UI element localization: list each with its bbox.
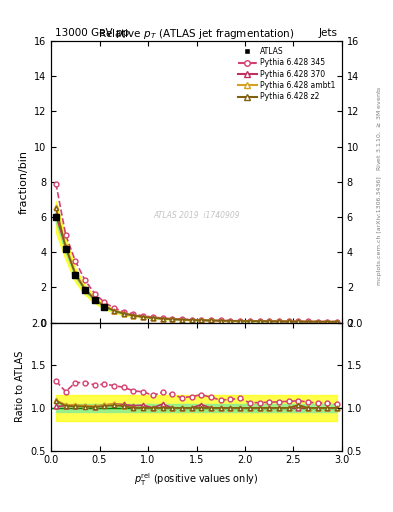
- Y-axis label: fraction/bin: fraction/bin: [18, 150, 28, 214]
- Text: mcplots.cern.ch [arXiv:1306.3436]: mcplots.cern.ch [arXiv:1306.3436]: [377, 176, 382, 285]
- Legend: ATLAS, Pythia 6.428 345, Pythia 6.428 370, Pythia 6.428 ambt1, Pythia 6.428 z2: ATLAS, Pythia 6.428 345, Pythia 6.428 37…: [235, 45, 338, 103]
- Title: Relative $p_T$ (ATLAS jet fragmentation): Relative $p_T$ (ATLAS jet fragmentation): [98, 27, 295, 41]
- Text: 13000 GeV pp: 13000 GeV pp: [55, 28, 129, 38]
- Text: ATLAS 2019  i1740909: ATLAS 2019 i1740909: [153, 211, 240, 220]
- Text: Jets: Jets: [319, 28, 338, 38]
- Text: Rivet 3.1.10, $\geq$ 3M events: Rivet 3.1.10, $\geq$ 3M events: [375, 85, 383, 171]
- Y-axis label: Ratio to ATLAS: Ratio to ATLAS: [15, 351, 25, 422]
- X-axis label: $p_{\mathrm{T}}^{\mathrm{rel}}$ (positive values only): $p_{\mathrm{T}}^{\mathrm{rel}}$ (positiv…: [134, 471, 259, 488]
